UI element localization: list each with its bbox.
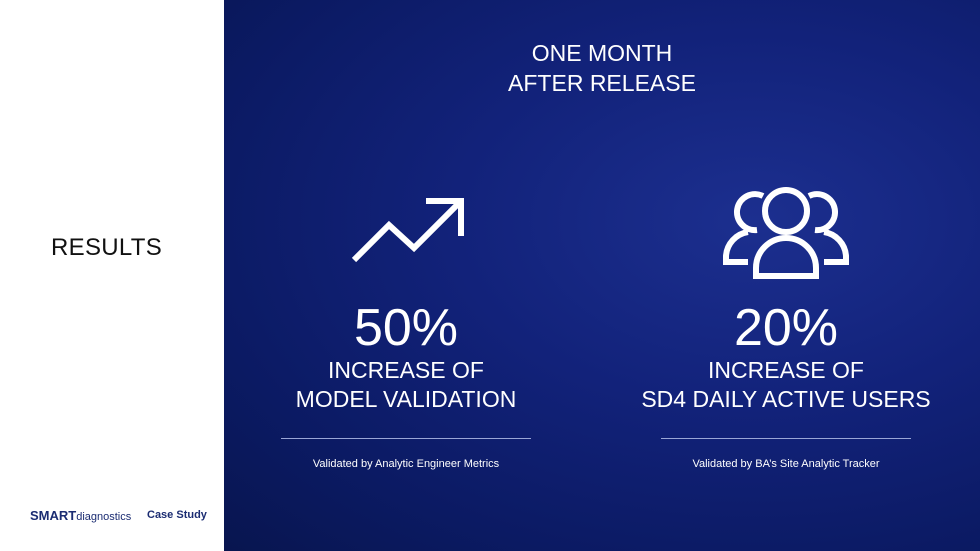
- brand-strong: SMART: [30, 508, 77, 523]
- brand-tag: Case Study: [147, 509, 207, 521]
- stat-figure: 20%: [733, 299, 839, 357]
- brand-logo: SMARTdiagnostics: [30, 508, 131, 523]
- stat-line: INCREASE OF: [708, 357, 864, 383]
- trend-icon: [351, 198, 464, 263]
- headline: ONE MONTH AFTER RELEASE: [224, 38, 980, 98]
- stat-source: Validated by Analytic Engineer Metrics: [312, 458, 500, 470]
- stat-figure: 50%: [353, 299, 459, 357]
- stat: 20% INCREASE OF SD4 DAILY ACTIVE USERS V…: [606, 0, 966, 470]
- headline-line: AFTER RELEASE: [508, 70, 696, 96]
- results-panel: ONE MONTH AFTER RELEASE 50% INCREASE OF …: [224, 0, 980, 551]
- left-panel: RESULTS SMARTdiagnostics Case Study: [0, 0, 224, 551]
- brand-rest: diagnostics: [76, 511, 132, 523]
- divider: [661, 438, 911, 439]
- stat-line: INCREASE OF: [328, 357, 484, 383]
- stat-source: Validated by BA’s Site Analytic Tracker: [692, 458, 880, 470]
- section-title: RESULTS: [51, 234, 163, 261]
- stat-line: MODEL VALIDATION: [295, 386, 517, 412]
- stat: 50% INCREASE OF MODEL VALIDATION Validat…: [226, 0, 586, 470]
- headline-line: ONE MONTH: [531, 40, 673, 66]
- stat-line: SD4 DAILY ACTIVE USERS: [641, 386, 931, 412]
- divider: [281, 438, 531, 439]
- users-icon: [723, 187, 849, 279]
